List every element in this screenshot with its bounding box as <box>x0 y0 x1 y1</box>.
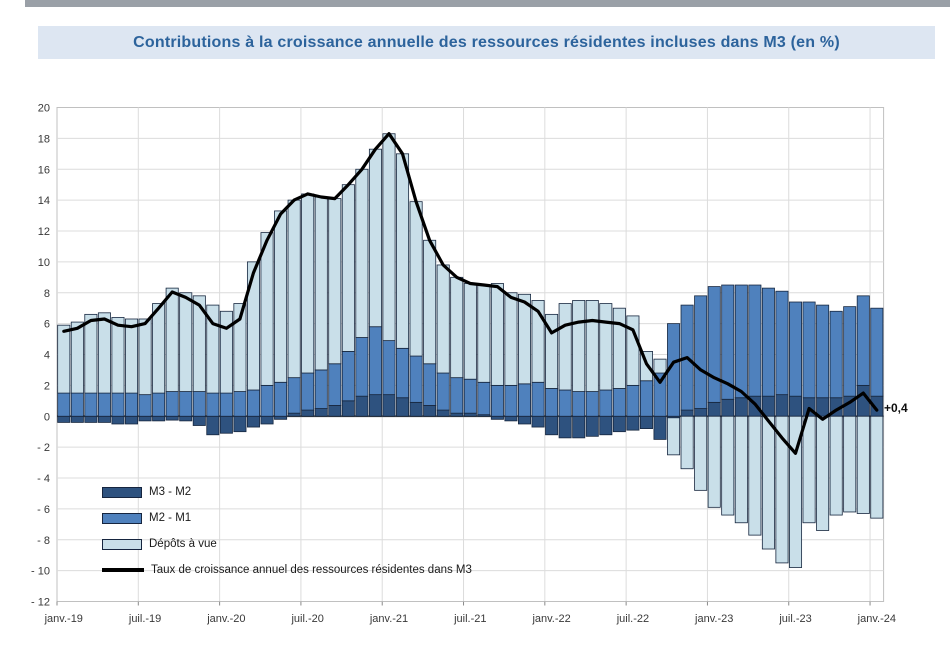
svg-text:juil.-19: juil.-19 <box>128 613 161 625</box>
svg-text:10: 10 <box>38 257 50 269</box>
title-banner: Contributions à la croissance annuelle d… <box>38 26 935 59</box>
svg-text:14: 14 <box>38 195 50 207</box>
svg-text:- 8: - 8 <box>37 535 50 547</box>
legend-swatch-m2-m1 <box>102 512 142 524</box>
svg-text:juil.-21: juil.-21 <box>453 613 486 625</box>
legend-label-growth-line: Taux de croissance annuel des ressources… <box>151 564 472 576</box>
last-value-label: +0,4 <box>884 401 908 415</box>
svg-text:janv.-24: janv.-24 <box>857 613 896 625</box>
svg-text:- 4: - 4 <box>37 473 50 485</box>
svg-text:janv.-20: janv.-20 <box>206 613 245 625</box>
legend-label-m3-m2: M3 - M2 <box>149 486 192 498</box>
svg-text:0: 0 <box>44 411 50 423</box>
svg-text:janv.-21: janv.-21 <box>369 613 408 625</box>
svg-text:18: 18 <box>38 133 50 145</box>
svg-text:- 12: - 12 <box>31 597 50 609</box>
svg-text:juil.-22: juil.-22 <box>616 613 649 625</box>
legend-swatch-growth-line <box>102 568 144 572</box>
chart-legend: M3 - M2 M2 - M1 Dépôts à vue Taux de cro… <box>102 482 472 580</box>
svg-text:16: 16 <box>38 164 50 176</box>
legend-item-growth-line: Taux de croissance annuel des ressources… <box>102 560 472 580</box>
svg-text:juil.-23: juil.-23 <box>778 613 811 625</box>
svg-text:4: 4 <box>44 350 50 362</box>
legend-swatch-depots-a-vue <box>102 538 142 550</box>
legend-item-m2-m1: M2 - M1 <box>102 508 472 528</box>
legend-item-depots-a-vue: Dépôts à vue <box>102 534 472 554</box>
svg-text:- 10: - 10 <box>31 566 50 578</box>
svg-text:2: 2 <box>44 380 50 392</box>
svg-text:12: 12 <box>38 226 50 238</box>
chart-title: Contributions à la croissance annuelle d… <box>133 33 840 51</box>
svg-text:juil.-20: juil.-20 <box>290 613 323 625</box>
svg-text:janv.-19: janv.-19 <box>44 613 83 625</box>
legend-label-depots-a-vue: Dépôts à vue <box>149 538 217 550</box>
svg-text:8: 8 <box>44 288 50 300</box>
svg-text:- 2: - 2 <box>37 442 50 454</box>
svg-text:- 6: - 6 <box>37 504 50 516</box>
svg-text:6: 6 <box>44 319 50 331</box>
legend-label-m2-m1: M2 - M1 <box>149 512 192 524</box>
svg-text:20: 20 <box>38 103 50 115</box>
svg-text:janv.-23: janv.-23 <box>694 613 733 625</box>
svg-text:janv.-22: janv.-22 <box>531 613 570 625</box>
legend-item-m3-m2: M3 - M2 <box>102 482 472 502</box>
legend-swatch-m3-m2 <box>102 486 142 498</box>
window-top-edge <box>25 0 950 7</box>
